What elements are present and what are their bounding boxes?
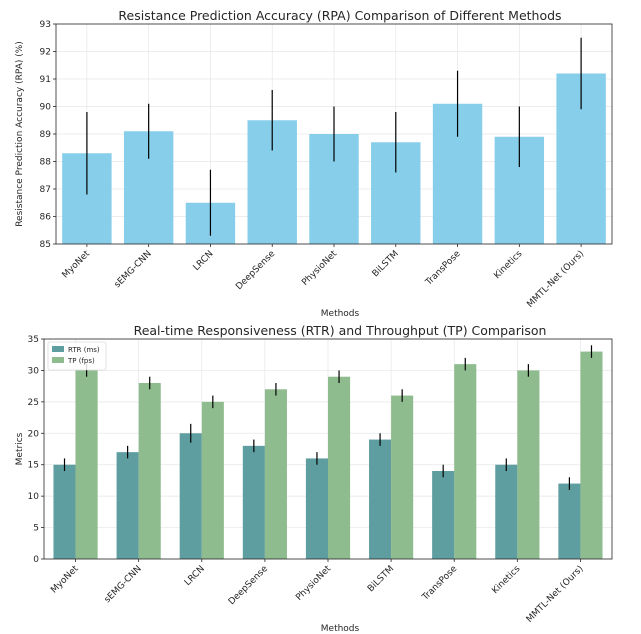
rtr-tp-bar bbox=[201, 401, 224, 559]
x-tick-label: Kinetics bbox=[492, 249, 524, 281]
rtr-tp-bar bbox=[454, 364, 477, 559]
rpa-x-ticks: MyoNet sEMG-CNN LRCN DeepSense PhysioNet BiLS… bbox=[61, 244, 586, 310]
legend-label-tp: TP (fps) bbox=[67, 357, 95, 365]
x-tick-label: LRCN bbox=[183, 564, 207, 588]
y-tick-label: 85 bbox=[40, 240, 51, 250]
x-tick-label: BiLSTM bbox=[371, 249, 401, 279]
y-tick-label: 90 bbox=[40, 103, 52, 113]
rtr-tp-bar bbox=[264, 389, 287, 559]
rtr-tp-bar bbox=[495, 464, 518, 559]
y-tick-label: 20 bbox=[28, 429, 40, 439]
rtr-tp-bar bbox=[305, 458, 328, 559]
rpa-plot-frame bbox=[55, 23, 613, 245]
x-tick-label: TransPose bbox=[420, 564, 460, 604]
rtr-tp-bar bbox=[53, 464, 76, 559]
rtr-tp-x-axis-label: Methods bbox=[321, 624, 360, 634]
y-tick-label: 87 bbox=[40, 185, 51, 195]
rtr-tp-chart-title: Real-time Responsiveness (RTR) and Throu… bbox=[134, 323, 547, 338]
x-tick-label: BiLSTM bbox=[366, 564, 396, 594]
x-tick-label: PhysioNet bbox=[300, 249, 339, 288]
rtr-tp-bar bbox=[75, 370, 98, 559]
rtr-tp-bar bbox=[369, 439, 392, 559]
rtr-tp-bar bbox=[328, 376, 351, 559]
y-tick-label: 92 bbox=[40, 48, 51, 58]
y-tick-label: 10 bbox=[28, 492, 40, 502]
y-tick-label: 93 bbox=[40, 20, 51, 30]
x-tick-label: MyoNet bbox=[61, 249, 93, 281]
y-tick-label: 5 bbox=[33, 524, 39, 534]
rtr-tp-bar bbox=[138, 383, 161, 559]
legend-swatch-tp bbox=[52, 357, 64, 363]
rtr-tp-bar bbox=[391, 395, 414, 559]
x-tick-label: DeepSense bbox=[227, 564, 270, 607]
y-tick-label: 15 bbox=[28, 461, 39, 471]
rtr-tp-y-ticks: 0 5 10 15 20 25 30 35 bbox=[28, 335, 44, 565]
rpa-y-axis-label: Resistance Prediction Accuracy (RPA) (%) bbox=[15, 41, 25, 227]
rpa-chart: Resistance Prediction Accuracy (RPA) Com… bbox=[15, 8, 613, 319]
rtr-tp-bars bbox=[53, 351, 603, 559]
rtr-tp-bar bbox=[558, 483, 581, 559]
rtr-tp-x-ticks: MyoNet sEMG-CNN LRCN DeepSense PhysioNet BiLS… bbox=[49, 559, 586, 625]
x-tick-label: LRCN bbox=[192, 249, 216, 273]
x-tick-label: TransPose bbox=[423, 249, 463, 289]
x-tick-label: DeepSense bbox=[234, 249, 277, 292]
rpa-x-axis-label: Methods bbox=[321, 309, 360, 319]
rtr-tp-bar bbox=[242, 445, 265, 559]
x-tick-label: sEMG-CNN bbox=[103, 564, 144, 605]
rtr-tp-bar bbox=[179, 433, 202, 559]
y-tick-label: 25 bbox=[28, 398, 39, 408]
legend: RTR (ms) TP (fps) bbox=[47, 341, 107, 371]
x-tick-label: sEMG-CNN bbox=[113, 249, 154, 290]
rpa-chart-title: Resistance Prediction Accuracy (RPA) Com… bbox=[118, 8, 561, 23]
x-tick-label: MMTL-Net (Ours) bbox=[525, 564, 586, 625]
x-tick-label: PhysioNet bbox=[294, 564, 333, 603]
y-tick-label: 91 bbox=[40, 75, 51, 85]
rtr-tp-error-bars bbox=[63, 345, 593, 490]
rtr-tp-y-axis-label: Metrics bbox=[15, 432, 25, 465]
x-tick-label: MyoNet bbox=[49, 564, 81, 596]
y-tick-label: 0 bbox=[33, 555, 39, 565]
legend-label-rtr: RTR (ms) bbox=[68, 346, 100, 354]
rtr-tp-bar bbox=[116, 452, 139, 559]
x-tick-label: MMTL-Net (Ours) bbox=[525, 249, 586, 310]
legend-swatch-rtr bbox=[52, 346, 64, 352]
rtr-tp-bar bbox=[517, 370, 540, 559]
y-tick-label: 86 bbox=[40, 213, 52, 223]
y-tick-label: 89 bbox=[40, 130, 52, 140]
rpa-y-ticks: 85 86 87 88 89 90 91 92 93 bbox=[40, 20, 56, 250]
rtr-tp-bar bbox=[432, 471, 455, 559]
y-tick-label: 30 bbox=[28, 366, 40, 376]
rpa-bars bbox=[62, 73, 606, 244]
rtr-tp-plot-frame bbox=[43, 338, 613, 560]
x-tick-label: Kinetics bbox=[490, 564, 522, 596]
rtr-tp-bar bbox=[580, 351, 603, 559]
y-tick-label: 88 bbox=[40, 158, 52, 168]
rtr-tp-chart: Real-time Responsiveness (RTR) and Throu… bbox=[15, 323, 613, 634]
rpa-error-bars bbox=[86, 37, 582, 236]
y-tick-label: 35 bbox=[28, 335, 39, 345]
